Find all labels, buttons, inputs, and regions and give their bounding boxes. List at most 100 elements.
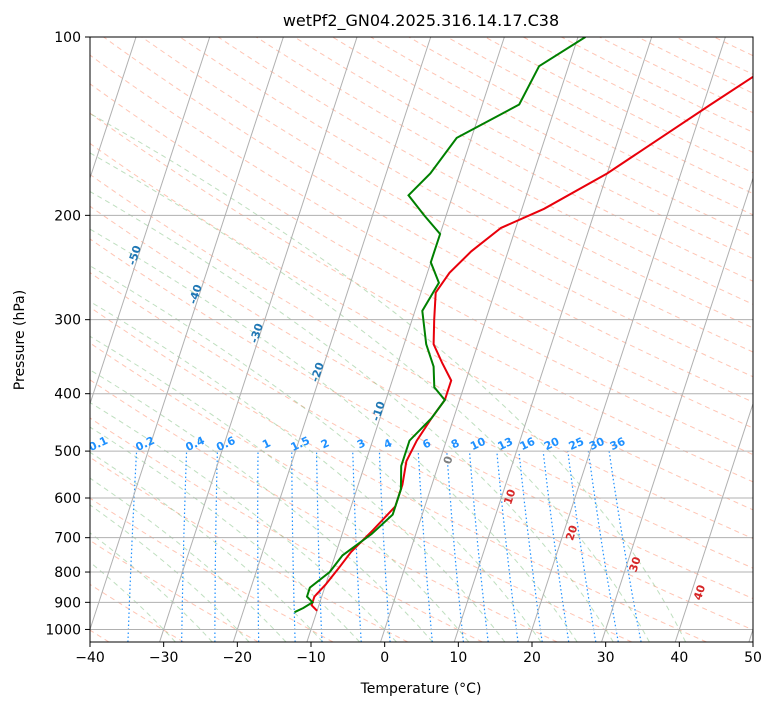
dry-adiabat-17: [103, 37, 753, 403]
dry-adiabat-4: [90, 456, 408, 642]
y-tick-label-5: 600: [54, 491, 81, 507]
dry-adiabat-20: [217, 37, 753, 329]
x-tick-label-1: −30: [149, 650, 179, 666]
isotherm-24: [674, 402, 753, 642]
y-axis-label: Pressure (hPa): [12, 290, 28, 390]
dry-adiabat-2: [90, 539, 259, 642]
dry-adiabat-22: [294, 37, 753, 282]
y-tick-label-3: 400: [54, 387, 81, 403]
warm-isotherm-label-1: 20: [563, 523, 580, 542]
x-tick-label-5: 10: [449, 650, 467, 666]
mixing-ratio-line-10: [446, 451, 464, 642]
dry-adiabat-6: [90, 379, 558, 642]
moist-adiabat-7: [90, 369, 433, 642]
profile-lines: [294, 37, 753, 614]
x-tick-label-9: 50: [744, 650, 762, 666]
isotherm-label-8: -20: [308, 360, 327, 383]
isotherm-15: [90, 37, 211, 406]
isotherm-label-3: -70: [4, 166, 23, 189]
mixing-ratio-label-6: 2: [319, 436, 331, 451]
dry-adiabat-27: [484, 37, 753, 174]
y-tick-label-0: 100: [54, 30, 81, 46]
isotherm-23: [601, 176, 753, 642]
dry-adiabat-28: [523, 37, 753, 153]
plot-frame: [89, 36, 754, 643]
mixing-ratio-line-6: [316, 451, 323, 642]
dry-adiabat-19: [179, 37, 753, 353]
dry-adiabat-34: [751, 37, 753, 38]
dry-adiabat-9: [90, 272, 753, 631]
dewpoint-profile-line: [294, 37, 586, 614]
x-axis: −40 −30 −20 −10 0 10 20 30 40 50: [75, 642, 762, 666]
warm-isotherm-label-3: 40: [691, 583, 708, 602]
dry-adiabat-7: [90, 342, 633, 642]
dry-adiabat-16: [90, 54, 753, 429]
dry-adiabat-15: [90, 83, 753, 456]
mixing-ratio-label-9: 6: [421, 436, 434, 451]
dry-adiabat-3: [90, 497, 334, 642]
moist-adiabat-14: [90, 112, 687, 642]
moist-adiabat-3: [90, 477, 287, 642]
dry-adiabat-5: [90, 417, 483, 642]
mixing-ratio-label-14: 20: [542, 435, 562, 453]
x-tick-label-0: −40: [75, 650, 105, 666]
isotherm-20: [380, 37, 579, 642]
mixing-ratio-label-17: 36: [608, 435, 628, 453]
mixing-ratio-label-13: 16: [518, 435, 538, 453]
isotherm-17: [159, 37, 358, 642]
isotherm-label-6: -40: [186, 282, 205, 305]
isotherm-13: [0, 37, 62, 642]
isotherm-18: [232, 37, 432, 642]
isotherm-21: [453, 37, 653, 642]
x-axis-label: Temperature (°C): [360, 681, 482, 697]
x-tick-label-8: 40: [670, 650, 688, 666]
mixing-ratio-line-12: [496, 451, 519, 642]
dry-adiabat-10: [90, 238, 753, 600]
dry-adiabat-8: [90, 306, 707, 642]
isotherm-label-9: -10: [369, 399, 388, 422]
x-tick-label-3: −10: [296, 650, 326, 666]
isotherm-label-5: -50: [126, 244, 145, 267]
mixing-ratio-label-11: 10: [468, 435, 488, 453]
mixing-ratio-line-14: [542, 451, 570, 642]
x-tick-label-2: −20: [223, 650, 253, 666]
mixing-ratio-label-10: 8: [449, 436, 461, 451]
isotherm-22: [527, 37, 726, 642]
isotherm-14: [90, 37, 137, 180]
dry-adiabat-21: [255, 37, 753, 305]
mixing-ratio-line-3: [214, 451, 218, 642]
moist-adiabat-13: [90, 152, 650, 642]
y-tick-label-8: 900: [54, 595, 81, 611]
freezing-isotherm-label: 0: [441, 454, 456, 466]
dry-adiabat-23: [332, 37, 753, 260]
mixing-ratio-line-15: [567, 451, 597, 642]
dry-adiabat-26: [446, 37, 753, 195]
mixing-ratio-label-16: 30: [587, 435, 607, 453]
mixing-ratio-label-12: 13: [496, 435, 515, 453]
moist-adiabat-2: [90, 504, 250, 642]
y-axis: 100 200 300 400 500 600 700 800 900 1000: [45, 30, 90, 638]
moist-adiabat-4: [90, 451, 324, 642]
dry-adiabat-25: [408, 37, 753, 216]
moist-adiabat-8: [90, 335, 470, 642]
mixing-ratio-line-11: [468, 451, 489, 642]
isotherm-19: [306, 37, 505, 642]
moist-adiabat-12: [90, 190, 614, 642]
background-lines: [0, 37, 753, 642]
y-tick-label-1: 200: [54, 208, 81, 224]
y-tick-label-9: 1000: [45, 622, 81, 638]
mixing-ratio-label-8: 4: [382, 436, 395, 451]
y-tick-label-7: 800: [54, 565, 81, 581]
mixing-ratio-line-13: [518, 451, 543, 642]
y-tick-label-6: 700: [54, 531, 81, 547]
dry-adiabat-11: [90, 205, 753, 569]
mixing-ratio-line-17: [608, 451, 642, 642]
y-tick-label-4: 500: [54, 444, 81, 460]
warm-isotherm-label-0: 10: [501, 487, 518, 506]
warm-isotherm-label-2: 30: [627, 555, 644, 574]
moist-adiabat-10: [90, 265, 542, 642]
y-tick-label-2: 300: [54, 313, 81, 329]
mixing-ratio-label-7: 3: [355, 436, 367, 451]
x-tick-label-7: 30: [597, 650, 615, 666]
